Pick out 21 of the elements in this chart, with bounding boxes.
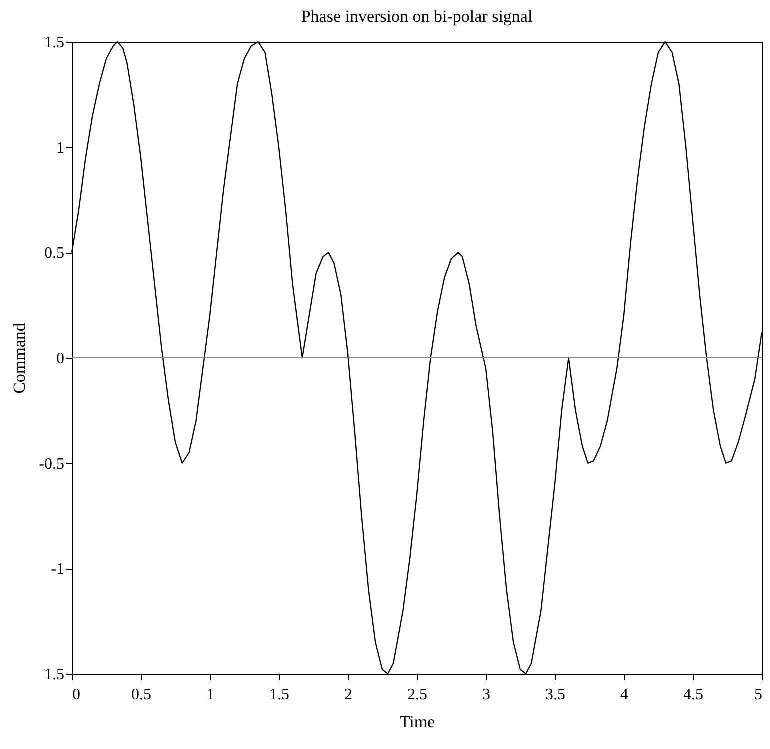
y-axis-title: Command bbox=[10, 322, 30, 394]
x-tick-label: 3 bbox=[482, 686, 490, 704]
x-tick-label: 0.5 bbox=[132, 686, 152, 704]
x-tick-label: 3.5 bbox=[546, 686, 566, 704]
x-tick-label: 5 bbox=[754, 686, 762, 704]
y-tick-label: 0.5 bbox=[44, 245, 64, 262]
x-tick-label: 1 bbox=[206, 686, 214, 704]
x-tick-label: 1.5 bbox=[270, 686, 290, 704]
x-tick-label: 2.5 bbox=[408, 686, 428, 704]
y-tick-label: 1.5 bbox=[44, 34, 64, 52]
y-tick-label: 1.5 bbox=[44, 666, 64, 684]
chart-title: Phase inversion on bi-polar signal bbox=[301, 7, 533, 26]
x-tick-label: 0 bbox=[72, 686, 80, 704]
y-tick-label: 1 bbox=[56, 140, 64, 157]
y-tick-label: -1 bbox=[51, 561, 64, 578]
x-tick-label: 2 bbox=[344, 686, 352, 704]
y-tick-label: -0.5 bbox=[39, 456, 64, 473]
x-tick-label: 4 bbox=[620, 686, 628, 704]
x-axis-title: Time bbox=[400, 712, 436, 732]
y-tick-label: 0 bbox=[56, 350, 64, 368]
x-tick-label: 4.5 bbox=[684, 686, 704, 704]
